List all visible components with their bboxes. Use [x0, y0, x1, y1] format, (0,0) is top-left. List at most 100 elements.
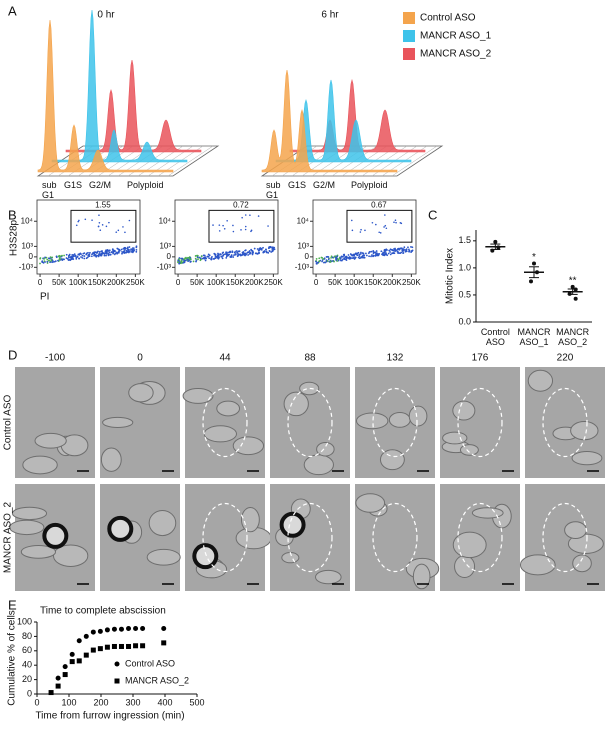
event [59, 255, 62, 258]
x-tick-label: 0 [176, 278, 181, 287]
event [360, 228, 362, 231]
event [128, 219, 131, 222]
event [357, 251, 360, 254]
event [389, 248, 392, 251]
event [194, 255, 197, 257]
event [78, 219, 80, 222]
event [267, 251, 270, 254]
event [54, 260, 57, 263]
event [197, 258, 199, 261]
marker-square [48, 690, 54, 696]
event [187, 258, 189, 261]
event [83, 255, 86, 257]
marker-square [69, 659, 75, 665]
event [117, 251, 120, 254]
event [79, 252, 82, 255]
event [384, 214, 386, 216]
cell [355, 493, 386, 513]
event [372, 251, 375, 253]
event [364, 229, 366, 232]
x-tick-label: 200K [107, 278, 126, 287]
event [105, 249, 108, 251]
micrograph [270, 367, 350, 478]
phase-label: G2/M [313, 180, 336, 190]
event [394, 248, 397, 251]
y-axis-label: Cumulative % of cells [7, 610, 18, 706]
marker-circle [126, 625, 132, 631]
event [221, 252, 224, 255]
event [221, 257, 224, 260]
cell [9, 519, 45, 536]
event [241, 254, 244, 256]
x-axis-label: Time from furrow ingression (min) [35, 711, 184, 722]
event [130, 249, 132, 252]
event [341, 258, 344, 261]
y-tick-label: 80 [22, 631, 32, 641]
event [177, 258, 180, 261]
event [257, 252, 260, 255]
y-tick-label: 0 [29, 252, 34, 261]
y-tick-label: -10³ [157, 262, 172, 271]
event [358, 253, 361, 256]
cell [355, 412, 389, 430]
data-point [567, 291, 572, 296]
rounded-cell [279, 511, 306, 538]
x-tick-label: 100K [345, 278, 364, 287]
event [351, 257, 354, 260]
event [380, 250, 383, 253]
histogram-layer [261, 69, 398, 173]
event [108, 221, 110, 224]
event [107, 253, 110, 255]
event [397, 247, 400, 250]
event [375, 250, 378, 252]
event [43, 257, 46, 260]
event [74, 255, 77, 258]
event [100, 252, 103, 255]
event [322, 258, 325, 260]
event [182, 259, 184, 261]
event [391, 252, 394, 255]
y-tick-label: 0.5 [458, 289, 471, 299]
event [359, 231, 362, 233]
event [265, 251, 268, 254]
y-tick-label: 10³ [297, 241, 309, 250]
event [383, 251, 386, 254]
event [368, 255, 371, 258]
legend-label: MANCR ASO_2 [125, 675, 189, 685]
event [360, 251, 362, 254]
event [321, 256, 324, 259]
event [399, 222, 402, 224]
event [403, 249, 406, 251]
y-tick-label: 1.0 [458, 262, 471, 272]
cell [100, 447, 122, 472]
event [411, 246, 414, 249]
event [405, 250, 408, 253]
event [111, 251, 114, 253]
event [189, 258, 191, 260]
event [77, 253, 80, 256]
event [178, 262, 181, 265]
event [68, 253, 71, 256]
marker-circle [111, 626, 117, 632]
event [114, 252, 117, 255]
event [347, 254, 350, 256]
event [388, 249, 391, 252]
event [39, 257, 42, 260]
x-tick-label: 100 [61, 697, 76, 707]
event [249, 252, 251, 254]
marker-square [111, 643, 117, 649]
cell-outline [542, 387, 588, 458]
event [78, 257, 80, 260]
event [68, 256, 70, 259]
marker-circle [97, 628, 103, 634]
event [185, 256, 187, 259]
legend-swatch [403, 12, 415, 24]
event [188, 256, 190, 259]
x-tick-label: 250K [402, 278, 421, 287]
marker-square [55, 683, 61, 689]
event [344, 258, 347, 261]
event [218, 224, 221, 226]
marker-circle [55, 675, 61, 681]
event [101, 224, 104, 226]
event [408, 248, 410, 251]
